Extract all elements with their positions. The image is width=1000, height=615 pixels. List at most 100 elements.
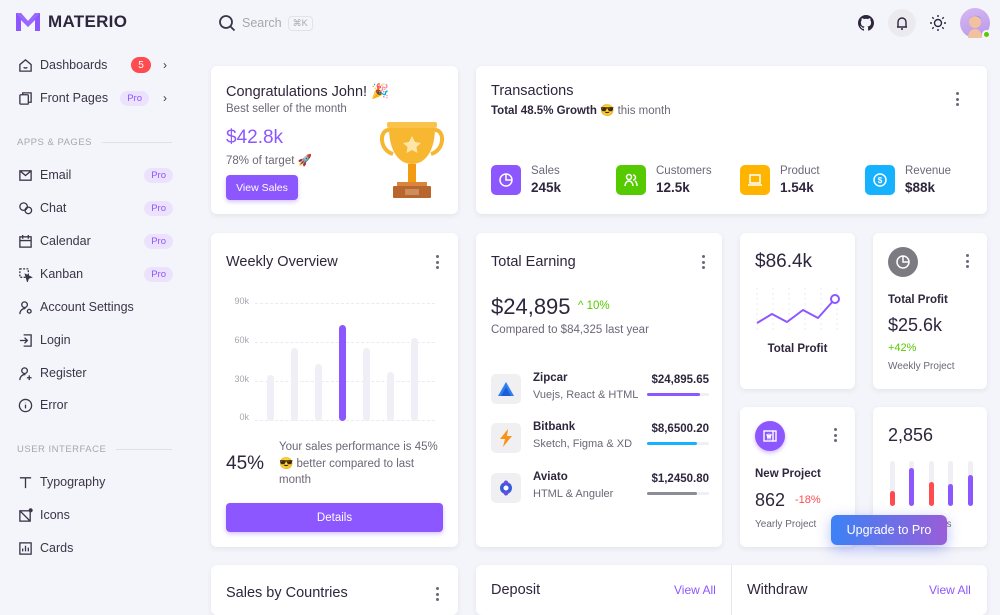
chart-bar[interactable] bbox=[291, 348, 298, 421]
chat-icon bbox=[17, 200, 33, 216]
stat-product: Product 1.54k bbox=[740, 165, 820, 195]
sidebar-item-kanban[interactable]: Kanban Pro bbox=[17, 261, 173, 287]
github-icon[interactable] bbox=[852, 9, 880, 37]
chart-bar[interactable] bbox=[267, 375, 274, 421]
notification-bell-icon[interactable] bbox=[888, 9, 916, 37]
congrats-target: 78% of target 🚀 bbox=[226, 155, 312, 167]
earning-compare: Compared to $84,325 last year bbox=[491, 324, 649, 336]
pro-badge: Pro bbox=[120, 90, 149, 106]
sidebar-item-email[interactable]: Email Pro bbox=[17, 162, 173, 188]
sidebar-item-register[interactable]: Register bbox=[17, 360, 173, 386]
pie-chart-icon bbox=[888, 247, 918, 277]
chart-bar[interactable] bbox=[411, 338, 418, 421]
pro-badge: Pro bbox=[144, 200, 173, 216]
more-options-icon[interactable] bbox=[701, 255, 705, 269]
sidebar-item-typography[interactable]: Typography bbox=[17, 469, 173, 495]
pie-chart-icon bbox=[491, 165, 521, 195]
more-options-icon[interactable] bbox=[965, 254, 969, 268]
bitbank-logo-icon bbox=[491, 423, 521, 453]
sidebar-item-label: Login bbox=[40, 333, 71, 347]
earning-change: ^ 10% bbox=[578, 300, 610, 312]
typography-icon bbox=[17, 474, 33, 490]
sales-by-countries-card: Sales by Countries bbox=[211, 565, 458, 615]
pro-badge: Pro bbox=[144, 233, 173, 249]
sidebar-item-label: Cards bbox=[40, 541, 74, 555]
section-header-user-interface: USER INTERFACE bbox=[0, 444, 172, 455]
weekly-overview-card: Weekly Overview 90k 60k 30k 0k 45% Your … bbox=[211, 233, 458, 547]
sidebar-item-label: Error bbox=[40, 398, 68, 412]
new-project-change: -18% bbox=[795, 494, 821, 506]
congratulations-card: Congratulations John! 🎉 Best seller of t… bbox=[211, 66, 458, 214]
sidebar-item-login[interactable]: Login bbox=[17, 327, 173, 353]
chart-bar[interactable] bbox=[387, 372, 394, 421]
home-icon bbox=[17, 57, 33, 73]
sidebar-item-dashboards[interactable]: Dashboards 5 › bbox=[17, 52, 173, 78]
sidebar-item-icons[interactable]: Icons bbox=[17, 502, 173, 528]
sidebar-item-label: Email bbox=[40, 168, 72, 182]
view-sales-button[interactable]: View Sales bbox=[226, 175, 298, 200]
brand-logo[interactable]: MATERIO bbox=[16, 12, 127, 32]
online-status-dot bbox=[982, 30, 991, 39]
chevron-right-icon: › bbox=[163, 58, 167, 72]
sidebar-item-account-settings[interactable]: Account Settings bbox=[17, 294, 173, 320]
notification-count-badge: 5 bbox=[131, 57, 151, 73]
sidebar-item-cards[interactable]: Cards bbox=[17, 535, 173, 561]
chart-bar[interactable] bbox=[363, 348, 370, 421]
sidebar-item-error[interactable]: Error bbox=[17, 392, 173, 418]
topbar-actions bbox=[852, 8, 991, 39]
pro-badge: Pro bbox=[144, 167, 173, 183]
chart-bar[interactable] bbox=[339, 325, 346, 421]
profit-card-change: +42% bbox=[888, 342, 917, 354]
weekly-title: Weekly Overview bbox=[226, 254, 338, 270]
earning-row-aviato: Aviato HTML & Anguler $1,2450.80 bbox=[491, 471, 709, 505]
total-profit-card: Total Profit $25.6k +42% Weekly Project bbox=[873, 233, 987, 389]
stat-revenue: $ Revenue $88k bbox=[865, 165, 951, 195]
details-button[interactable]: Details bbox=[226, 503, 443, 532]
zipcar-logo-icon bbox=[491, 374, 521, 404]
pro-badge: Pro bbox=[144, 266, 173, 282]
topbar: Search ⌘K bbox=[210, 0, 1000, 48]
chart-bar[interactable] bbox=[315, 364, 322, 421]
laptop-icon bbox=[740, 165, 770, 195]
user-avatar[interactable] bbox=[960, 8, 991, 39]
sidebar-item-label: Front Pages bbox=[40, 91, 109, 105]
deposit-view-all-link[interactable]: View All bbox=[674, 583, 716, 597]
theme-sun-icon[interactable] bbox=[924, 9, 952, 37]
profit-card-caption: Weekly Project bbox=[888, 361, 955, 372]
brand-name: MATERIO bbox=[48, 12, 128, 31]
user-settings-icon bbox=[17, 299, 33, 315]
user-add-icon bbox=[17, 365, 33, 381]
trophy-icon bbox=[380, 122, 444, 198]
more-options-icon[interactable] bbox=[833, 428, 837, 442]
upgrade-to-pro-button[interactable]: Upgrade to Pro bbox=[831, 515, 947, 545]
sidebar-item-calendar[interactable]: Calendar Pro bbox=[17, 228, 173, 254]
icons-icon bbox=[17, 507, 33, 523]
sidebar-item-chat[interactable]: Chat Pro bbox=[17, 195, 173, 221]
divider bbox=[731, 565, 732, 615]
arrow-up-icon: ^ bbox=[578, 300, 587, 312]
new-project-title: New Project bbox=[755, 468, 821, 480]
calendar-icon bbox=[17, 233, 33, 249]
search-icon bbox=[219, 15, 236, 32]
withdraw-view-all-link[interactable]: View All bbox=[929, 583, 971, 597]
kanban-icon bbox=[17, 266, 33, 282]
total-earning-card: Total Earning $24,895 ^ 10% Compared to … bbox=[476, 233, 722, 547]
earning-row-zipcar: Zipcar Vuejs, React & HTML $24,895.65 bbox=[491, 372, 709, 406]
sidebar-item-label: Dashboards bbox=[40, 58, 108, 72]
transactions-growth: Total 48.5% Growth 😎 this month bbox=[491, 105, 671, 117]
sales-countries-title: Sales by Countries bbox=[226, 585, 348, 601]
weekly-description: Your sales performance is 45% 😎 better c… bbox=[279, 441, 438, 486]
more-options-icon[interactable] bbox=[435, 255, 439, 269]
more-options-icon[interactable] bbox=[435, 587, 439, 601]
stat-customers: Customers 12.5k bbox=[616, 165, 712, 195]
sessions-amount: 2,856 bbox=[888, 425, 934, 445]
stat-sales: Sales 245k bbox=[491, 165, 561, 195]
earning-row-bitbank: Bitbank Sketch, Figma & XD $8,6500.20 bbox=[491, 421, 709, 455]
more-options-icon[interactable] bbox=[955, 92, 959, 106]
sidebar-item-front-pages[interactable]: Front Pages Pro › bbox=[17, 85, 173, 111]
profit-line-amount: $86.4k bbox=[755, 251, 813, 272]
section-header-apps-pages: APPS & PAGES bbox=[0, 137, 172, 148]
progress-bar bbox=[647, 492, 709, 495]
search-input[interactable]: Search ⌘K bbox=[218, 14, 313, 32]
sidebar-item-label: Chat bbox=[40, 201, 67, 215]
